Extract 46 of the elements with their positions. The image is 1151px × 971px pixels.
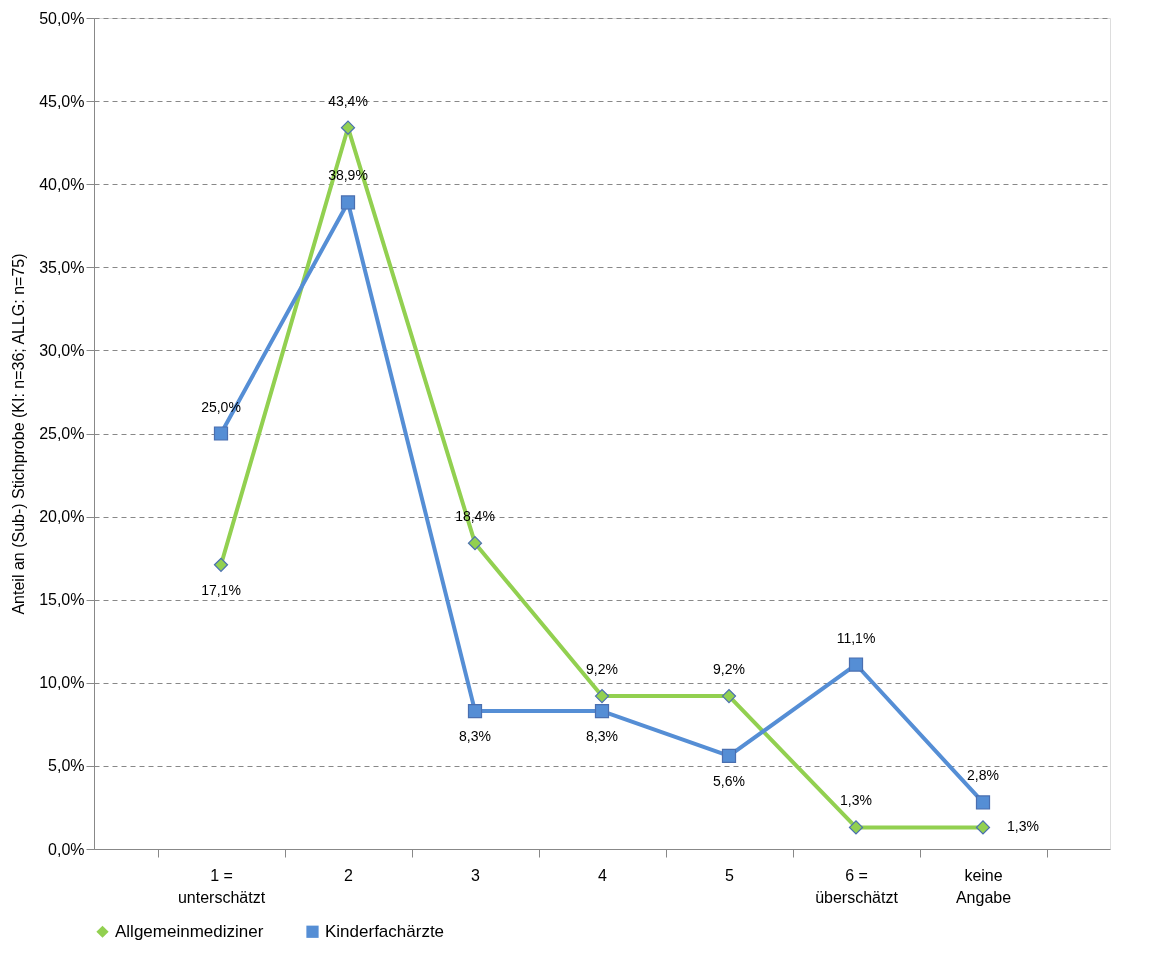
point (848, 657, 864, 672)
point (340, 195, 356, 210)
legend-label: Allgemeinmediziner (115, 921, 264, 941)
point (340, 120, 356, 135)
data-label: 1,3% (840, 792, 872, 809)
x-tick-label: 6 = überschätzt (815, 866, 899, 906)
y-tick-label: 35,0% (39, 258, 85, 276)
data-label: 1,3% (1007, 818, 1039, 835)
y-tick-label: 45,0% (39, 92, 85, 110)
x-tick-label: keine Angabe (955, 866, 1012, 906)
point (594, 688, 610, 704)
point (975, 820, 991, 835)
y-tick-label: 15,0% (39, 591, 85, 609)
y-tick-label: 10,0% (39, 674, 85, 692)
y-tick-label: 50,0% (39, 9, 85, 27)
point (467, 703, 483, 719)
data-label: 8,3% (459, 728, 491, 745)
x-tick-label: 4 (598, 866, 608, 884)
data-label: 5,6% (713, 772, 745, 789)
y-tick-label: 20,0% (39, 508, 85, 526)
data-label: 9,2% (713, 661, 745, 678)
point (721, 748, 737, 764)
y-tick-label: 30,0% (39, 341, 85, 359)
data-label: 8,3% (586, 728, 618, 745)
point (594, 703, 610, 719)
y-tick-label: 25,0% (39, 425, 85, 442)
data-label: 9,2% (586, 661, 618, 678)
x-tick-label: 2 (344, 866, 354, 884)
x-tick-label: 3 (471, 866, 481, 884)
data-label: 17,1% (201, 581, 241, 598)
data-label: 43,4% (328, 92, 368, 109)
x-tick-label: 1 = unterschätzt (177, 866, 266, 906)
point (213, 426, 229, 441)
point (975, 795, 991, 810)
data-label: 11,1% (836, 629, 876, 646)
y-tick-label: 0,0% (48, 840, 85, 858)
point (721, 688, 737, 704)
legend-label: Kinderfachärzte (325, 921, 445, 941)
y-tick-label: 5,0% (48, 757, 85, 775)
point (467, 536, 483, 551)
point (848, 820, 864, 835)
y-tick-label: 40,0% (39, 175, 85, 193)
x-tick-label: 5 (725, 866, 735, 884)
data-label: 2,8% (967, 767, 999, 784)
y-axis-title: Anteil an (Sub-) Stichprobe (KI: n=36; ALLG: n=75) (10, 253, 28, 615)
point (213, 557, 229, 572)
